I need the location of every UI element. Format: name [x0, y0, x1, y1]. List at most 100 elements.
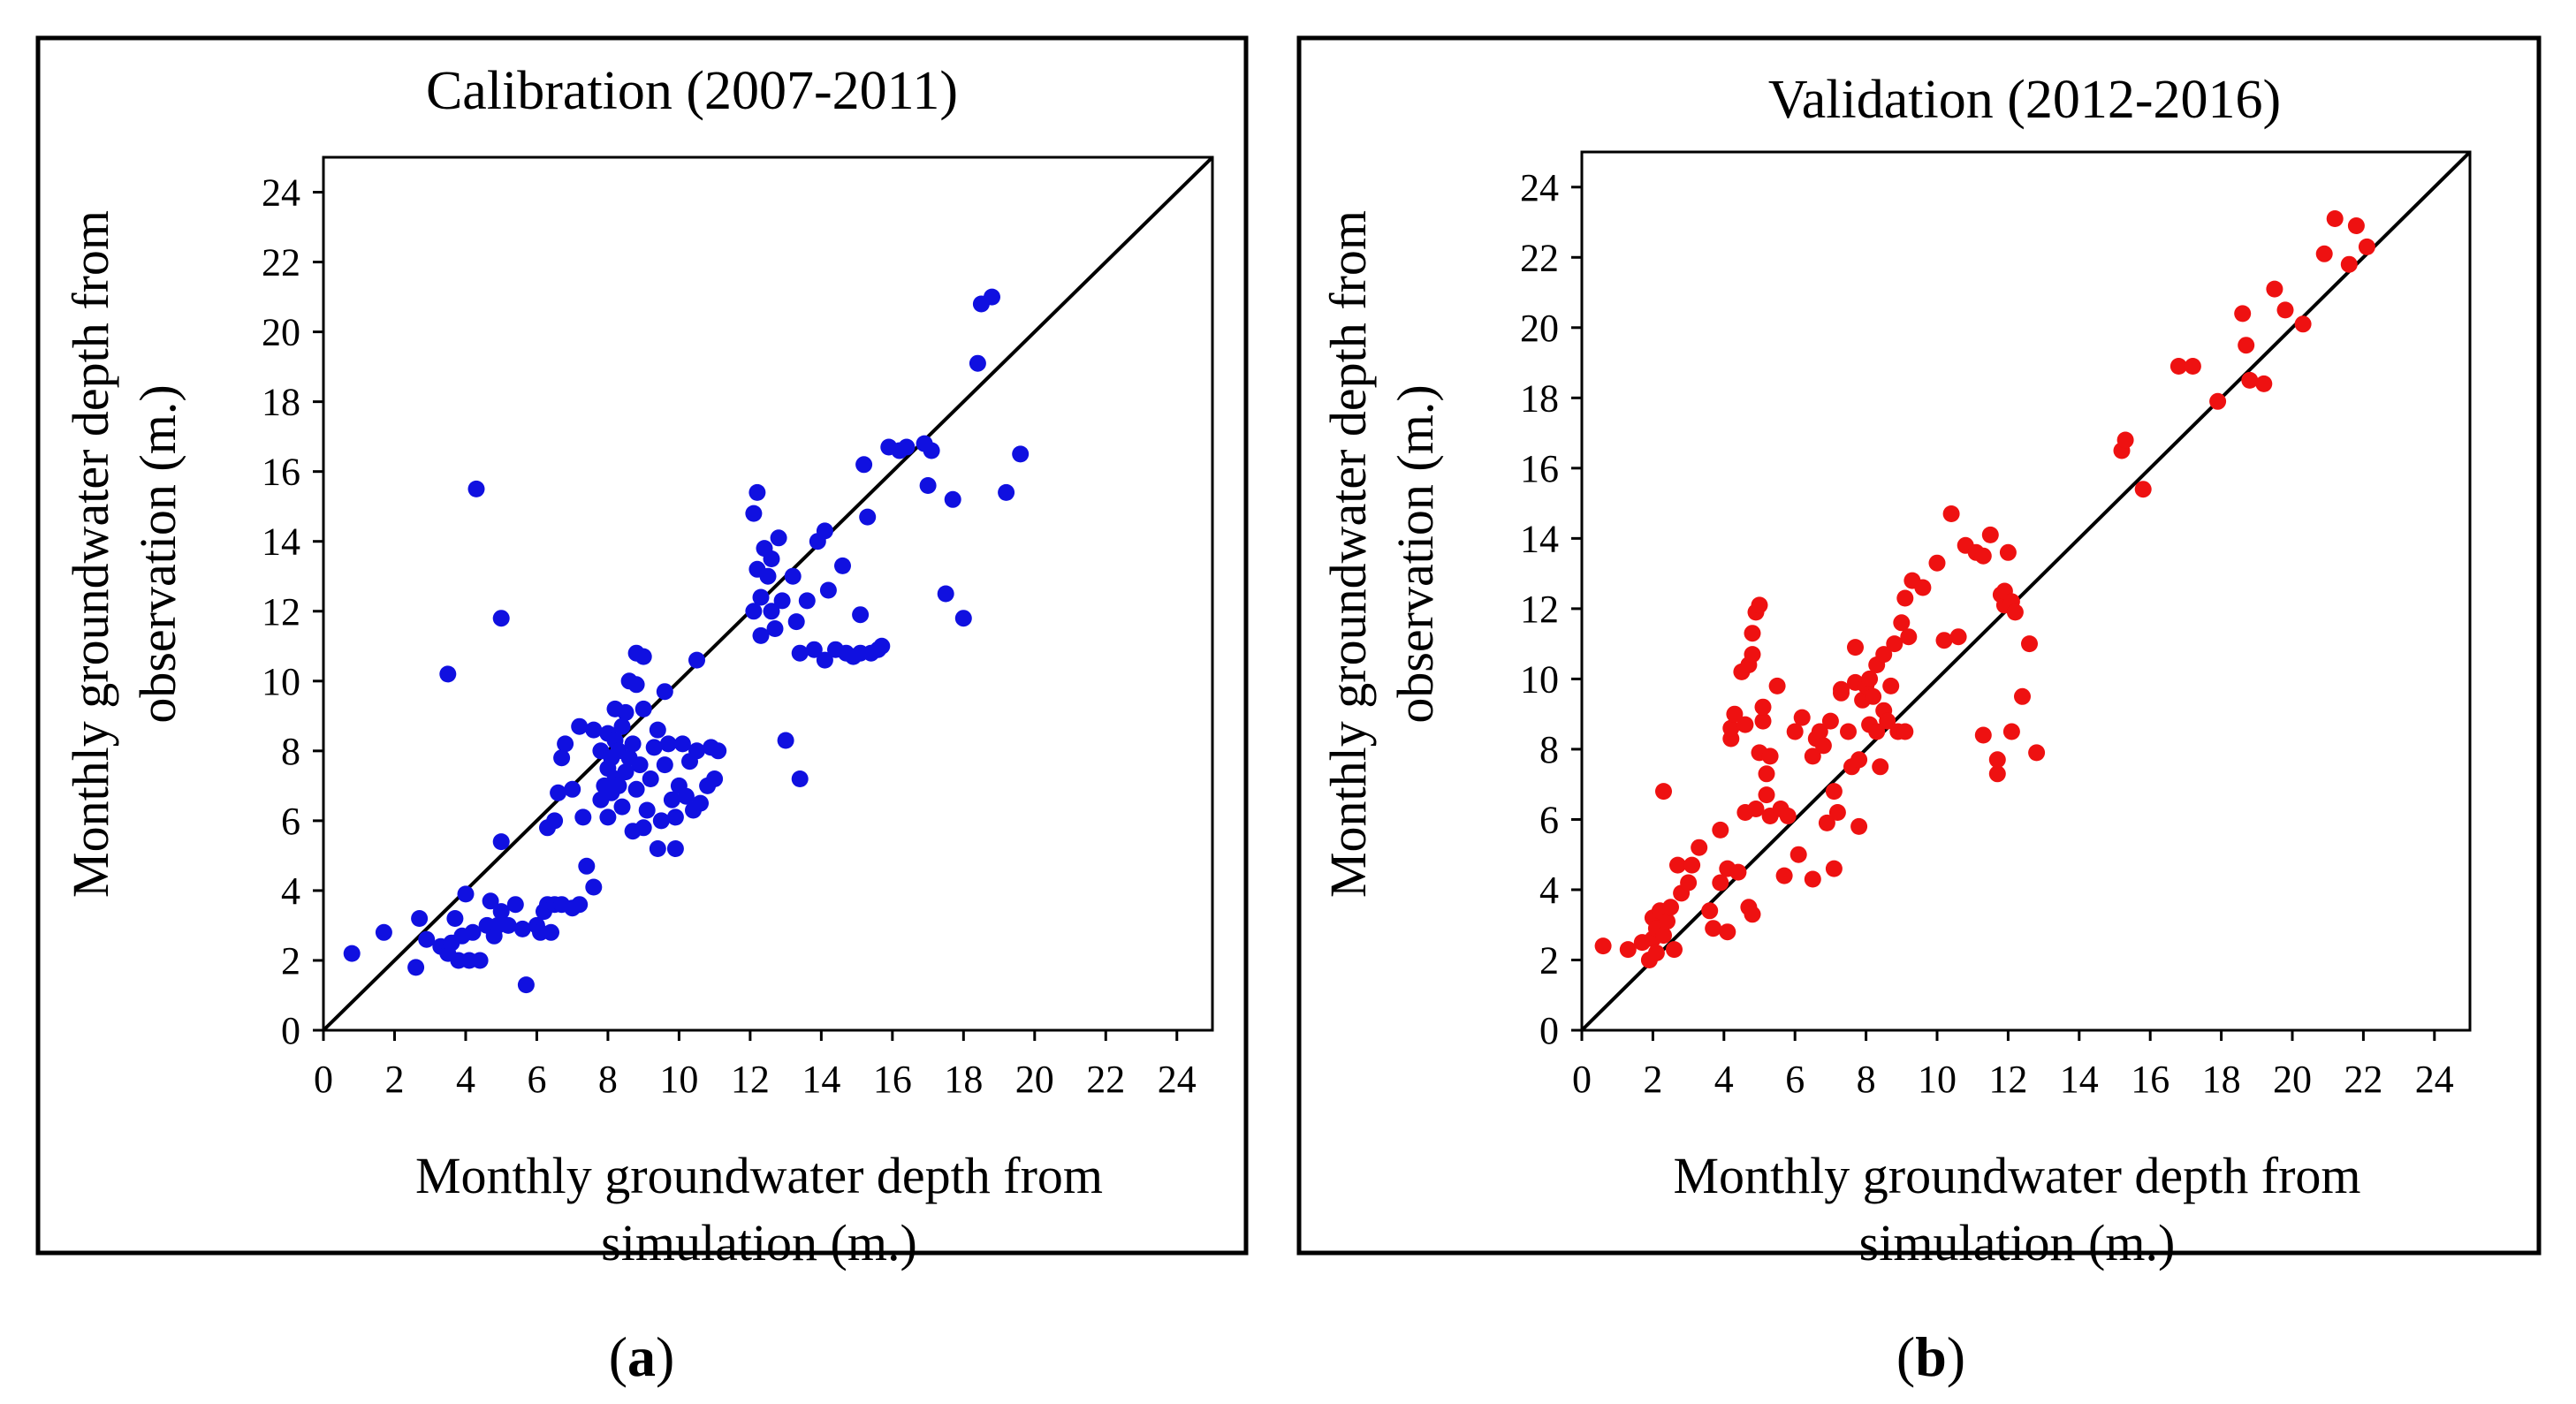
scatter-point: [688, 742, 705, 760]
scatter-point: [471, 952, 489, 969]
scatter-point: [1928, 554, 1946, 572]
scatter-point: [1825, 860, 1843, 877]
scatter-point: [898, 438, 916, 456]
scatter-point: [2234, 305, 2252, 323]
scatter-point: [791, 644, 809, 662]
scatter-point: [1619, 941, 1637, 959]
y-tick-label: 0: [1539, 1009, 1559, 1052]
scatter-point: [1833, 680, 1850, 698]
x-axis-label-line: simulation (m.): [1859, 1214, 2176, 1271]
scatter-point: [2326, 210, 2344, 227]
scatter-point: [1736, 716, 1754, 733]
scatter-point: [784, 567, 802, 585]
x-tick-label: 0: [314, 1058, 333, 1101]
y-tick-label: 8: [281, 730, 300, 773]
scatter-point: [659, 735, 677, 753]
scatter-point: [2014, 687, 2031, 705]
chart-panel-a: Calibration (2007-2011)0 2 4 6 8 10 12 14 16 18 20…: [35, 35, 1249, 1388]
scatter-point: [1691, 839, 1708, 856]
x-tick-label: 14: [2060, 1058, 2099, 1101]
scatter-point: [984, 288, 1000, 306]
scatter-point: [773, 592, 791, 610]
y-tick-label: 18: [262, 381, 300, 424]
y-tick-label: 14: [1520, 517, 1559, 560]
scatter-point: [1804, 870, 1821, 888]
y-tick-label: 20: [1520, 307, 1559, 350]
scatter-point: [631, 756, 649, 774]
scatter-point: [1662, 899, 1679, 916]
scatter-point: [1779, 808, 1797, 824]
y-tick-label: 16: [262, 451, 300, 494]
scatter-point: [649, 840, 666, 857]
scatter-point: [937, 585, 954, 603]
scatter-point: [770, 529, 787, 547]
scatter-point: [1825, 783, 1843, 801]
scatter-point: [467, 480, 485, 497]
scatter-point: [1680, 874, 1698, 892]
scatter-point: [1683, 856, 1701, 874]
scatter-point: [506, 896, 524, 914]
y-tick-label: 12: [262, 590, 300, 634]
scatter-point: [624, 735, 642, 753]
scatter-point: [1850, 817, 1868, 835]
scatter-point: [546, 812, 564, 830]
scatter-point: [645, 739, 663, 756]
y-tick-label: 6: [281, 800, 300, 843]
scatter-point: [752, 626, 770, 644]
x-tick-label: 10: [659, 1058, 698, 1101]
scatter-point: [2238, 337, 2255, 354]
chart-title: Calibration (2007-2011): [426, 61, 958, 121]
y-tick-label: 2: [1539, 938, 1559, 982]
scatter-point: [550, 784, 567, 801]
scatter-point: [513, 920, 531, 937]
y-tick-label: 10: [1520, 657, 1559, 701]
scatter-point: [855, 456, 873, 474]
scatter-point: [1754, 698, 1772, 716]
scatter-point: [791, 770, 809, 787]
scatter-point: [1886, 635, 1904, 653]
x-axis-label-line: Monthly groundwater depth from: [415, 1147, 1103, 1204]
scatter-point: [710, 742, 727, 760]
scatter-point: [635, 700, 652, 717]
y-tick-label: 16: [1520, 447, 1559, 490]
scatter-point: [571, 717, 589, 735]
scatter-point: [1726, 705, 1744, 723]
scatter-point: [1988, 765, 2006, 783]
scatter-point: [2006, 603, 2024, 621]
scatter-point: [1811, 723, 1828, 740]
scatter-point: [2116, 431, 2134, 449]
y-tick-label: 24: [262, 171, 300, 215]
one-to-one-line: [1580, 150, 2472, 1032]
scatter-point: [873, 637, 891, 655]
scatter-point: [2134, 481, 2152, 498]
scatter-point: [2184, 358, 2201, 375]
scatter-point: [492, 903, 510, 921]
scatter-point: [2255, 375, 2273, 392]
scatter-point: [2347, 217, 2365, 234]
chart-title: Validation (2012-2016): [1768, 70, 2281, 130]
scatter-point: [2169, 358, 2187, 375]
scatter-point: [1761, 748, 1779, 765]
scatter-point: [1768, 677, 1786, 694]
x-tick-label: 2: [1643, 1058, 1662, 1101]
x-tick-label: 20: [2273, 1058, 2312, 1101]
scatter-point: [1865, 687, 1882, 705]
scatter-point: [1847, 639, 1864, 656]
panel-frame: [35, 35, 1249, 1256]
y-tick-label: 8: [1539, 728, 1559, 771]
y-tick-label: 24: [1520, 166, 1559, 209]
y-tick-label: 22: [262, 241, 300, 285]
plot-area: [1580, 150, 2472, 1032]
scatter-point: [2276, 301, 2294, 319]
x-tick-label: 16: [873, 1058, 912, 1101]
scatter-point: [919, 477, 937, 494]
x-tick-label: 10: [1918, 1058, 1957, 1101]
scatter-point: [1935, 632, 1953, 649]
scatter-point: [2028, 744, 2046, 762]
scatter-point: [2209, 392, 2227, 410]
x-tick-label: 16: [2131, 1058, 2169, 1101]
scatter-point: [578, 857, 596, 875]
scatter-point: [1655, 927, 1672, 945]
x-tick-label: 14: [802, 1058, 840, 1101]
scatter-point: [1793, 709, 1811, 726]
